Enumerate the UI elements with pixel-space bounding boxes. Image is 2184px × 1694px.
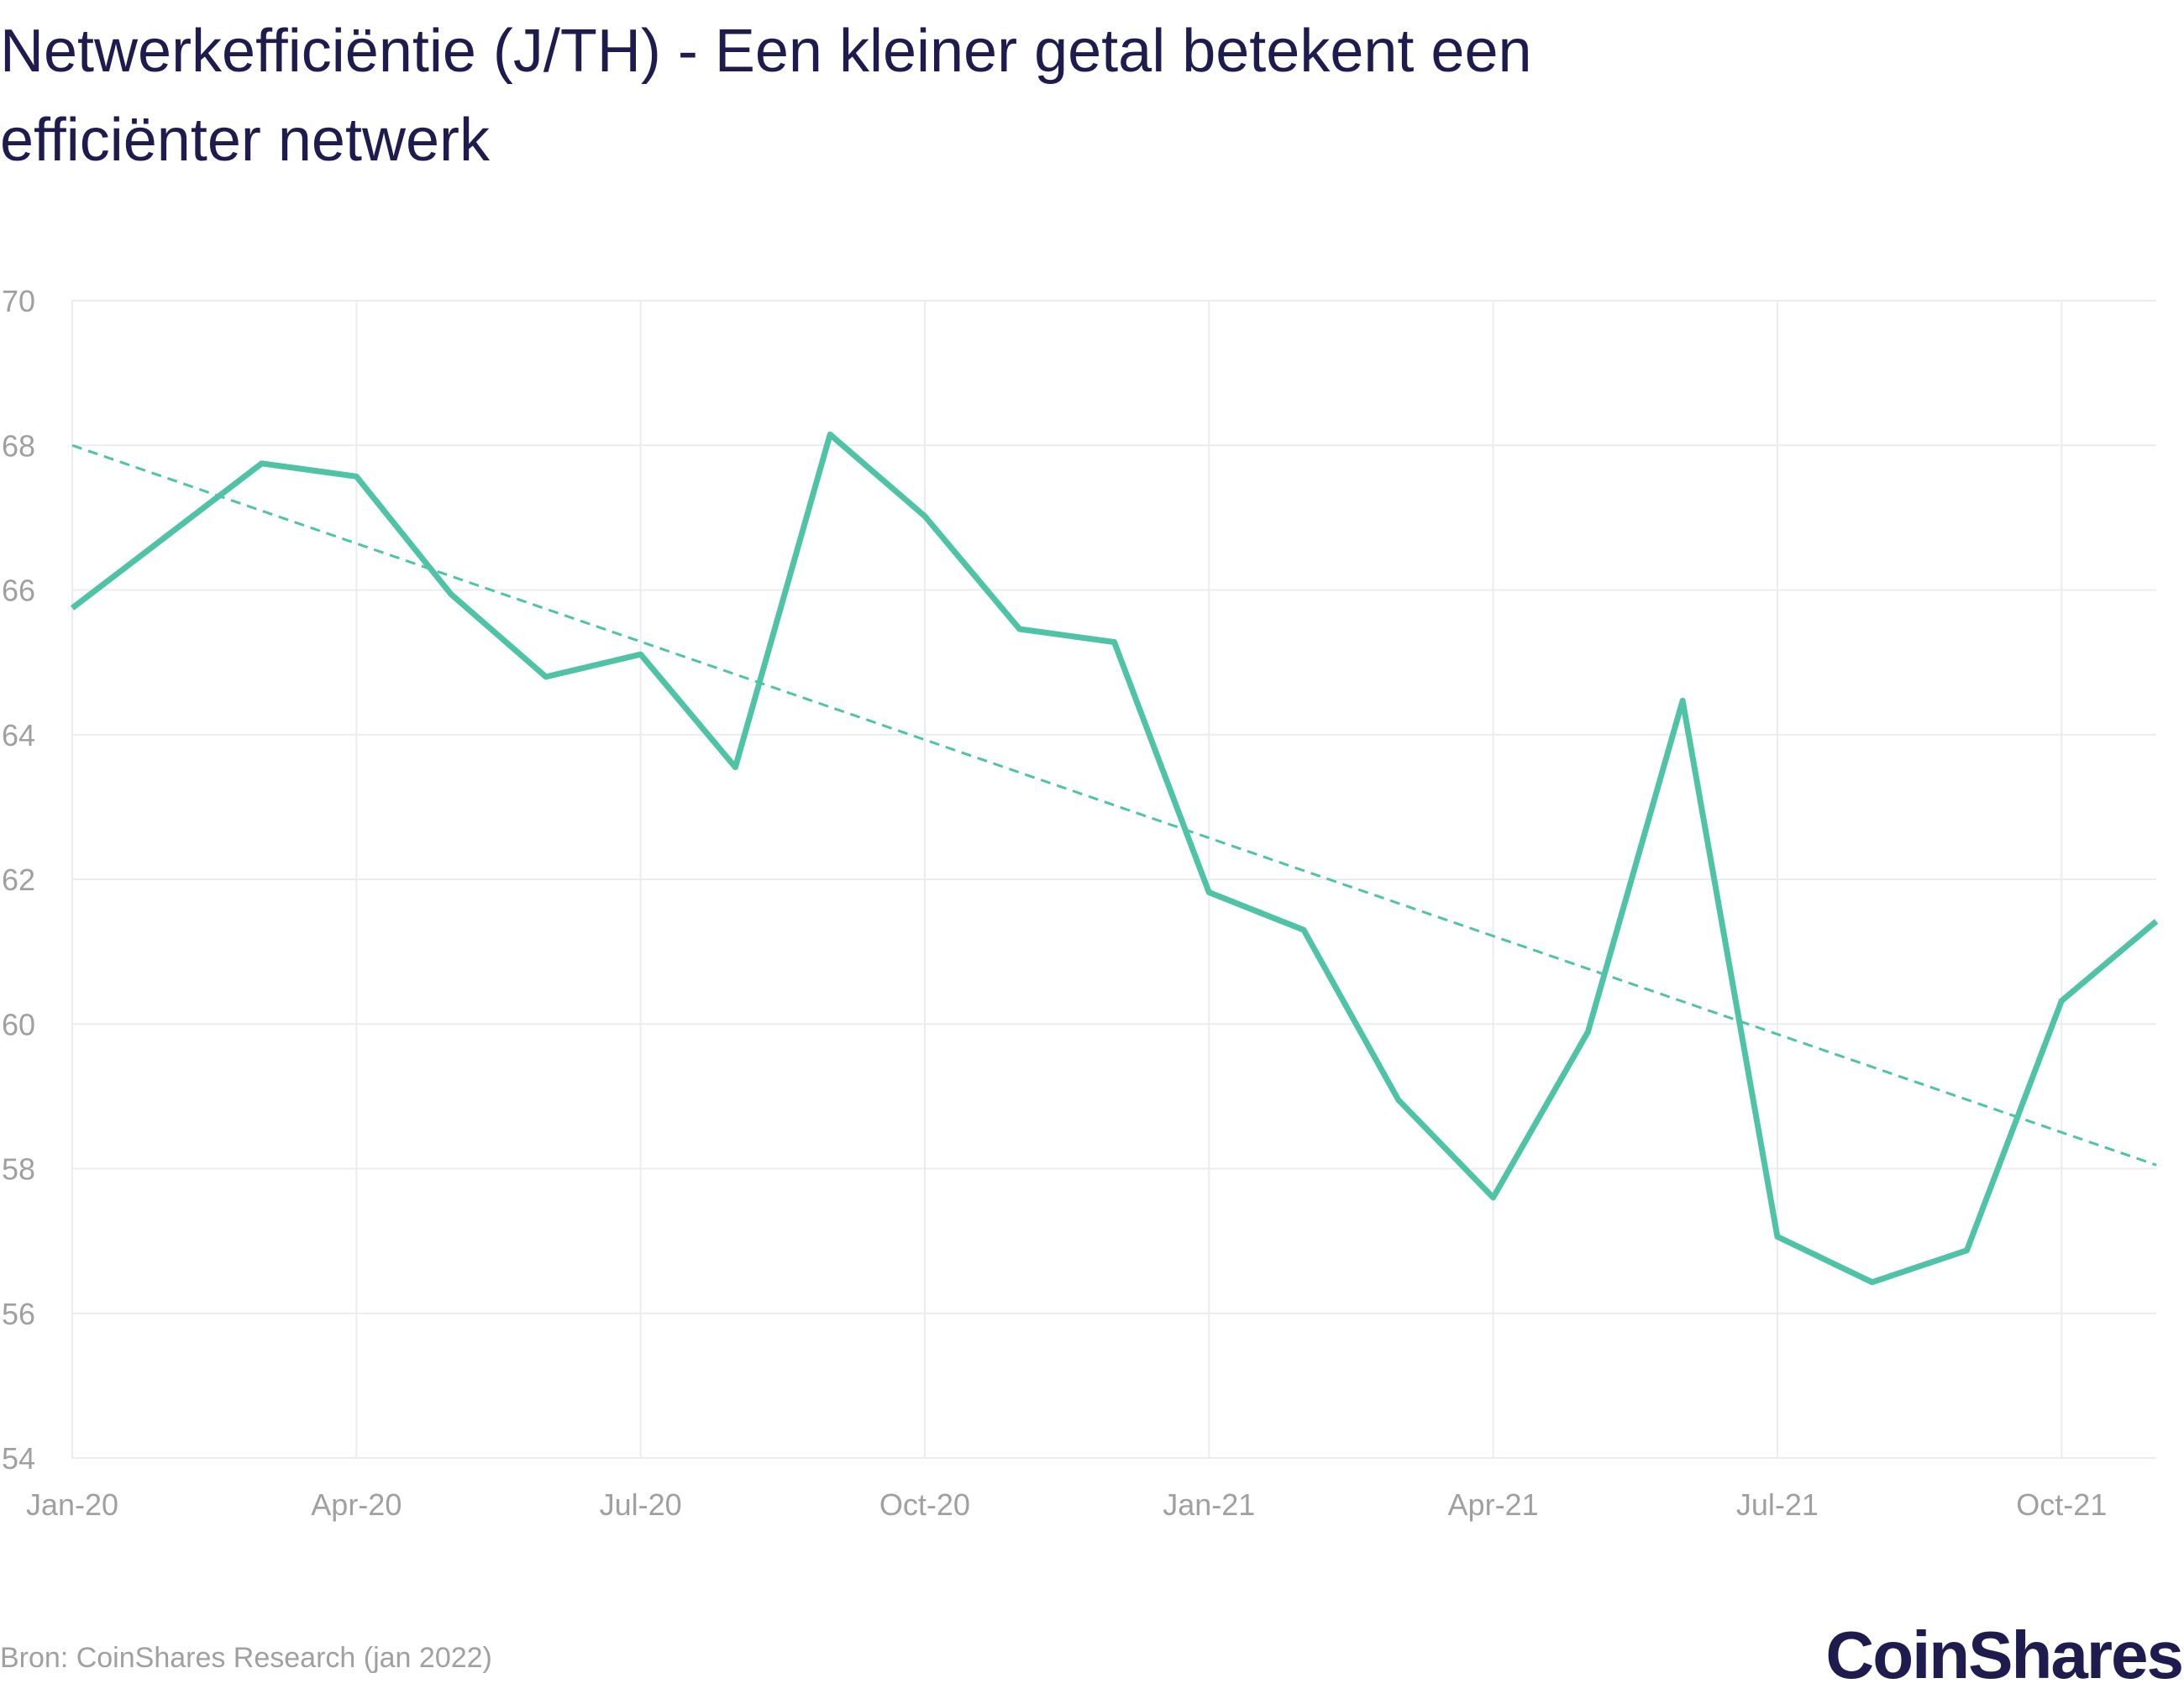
grid bbox=[71, 300, 2156, 1459]
x-tick-label: Oct-20 bbox=[879, 1487, 970, 1522]
x-tick-label: Apr-20 bbox=[311, 1487, 402, 1522]
series bbox=[70, 431, 2159, 1286]
x-tick-label: Oct-21 bbox=[2016, 1487, 2107, 1522]
y-tick-label: 68 bbox=[2, 428, 35, 463]
x-tick-label: Jan-20 bbox=[26, 1487, 118, 1522]
x-tick-label: Jan-21 bbox=[1163, 1487, 1255, 1522]
x-tick-label: Jul-21 bbox=[1736, 1487, 1819, 1522]
y-tick-label: 64 bbox=[2, 718, 35, 753]
chart-title: Netwerkefficiëntie (J/TH) - Een kleiner … bbox=[0, 18, 1532, 174]
y-tick-label: 54 bbox=[2, 1441, 35, 1476]
coinshares-logo: CoinShares bbox=[1825, 1618, 2184, 1692]
efficiency-line bbox=[70, 431, 2159, 1286]
x-tick-label: Jul-20 bbox=[600, 1487, 682, 1522]
y-tick-label: 66 bbox=[2, 574, 35, 608]
trendline bbox=[71, 443, 2157, 1167]
y-tick-label: 70 bbox=[2, 284, 35, 318]
source-note: Bron: CoinShares Research (jan 2022) bbox=[0, 1642, 492, 1674]
y-tick-label: 58 bbox=[2, 1152, 35, 1187]
y-tick-label: 60 bbox=[2, 1007, 35, 1041]
y-tick-label: 62 bbox=[2, 863, 35, 897]
y-tick-label: 56 bbox=[2, 1297, 35, 1331]
x-tick-label: Apr-21 bbox=[1448, 1487, 1539, 1522]
axis-ticks: 54 56 58 60 62 64 66 68 70 Jan-20 Apr-20 Jul-20 Oct-… bbox=[2, 284, 2107, 1522]
